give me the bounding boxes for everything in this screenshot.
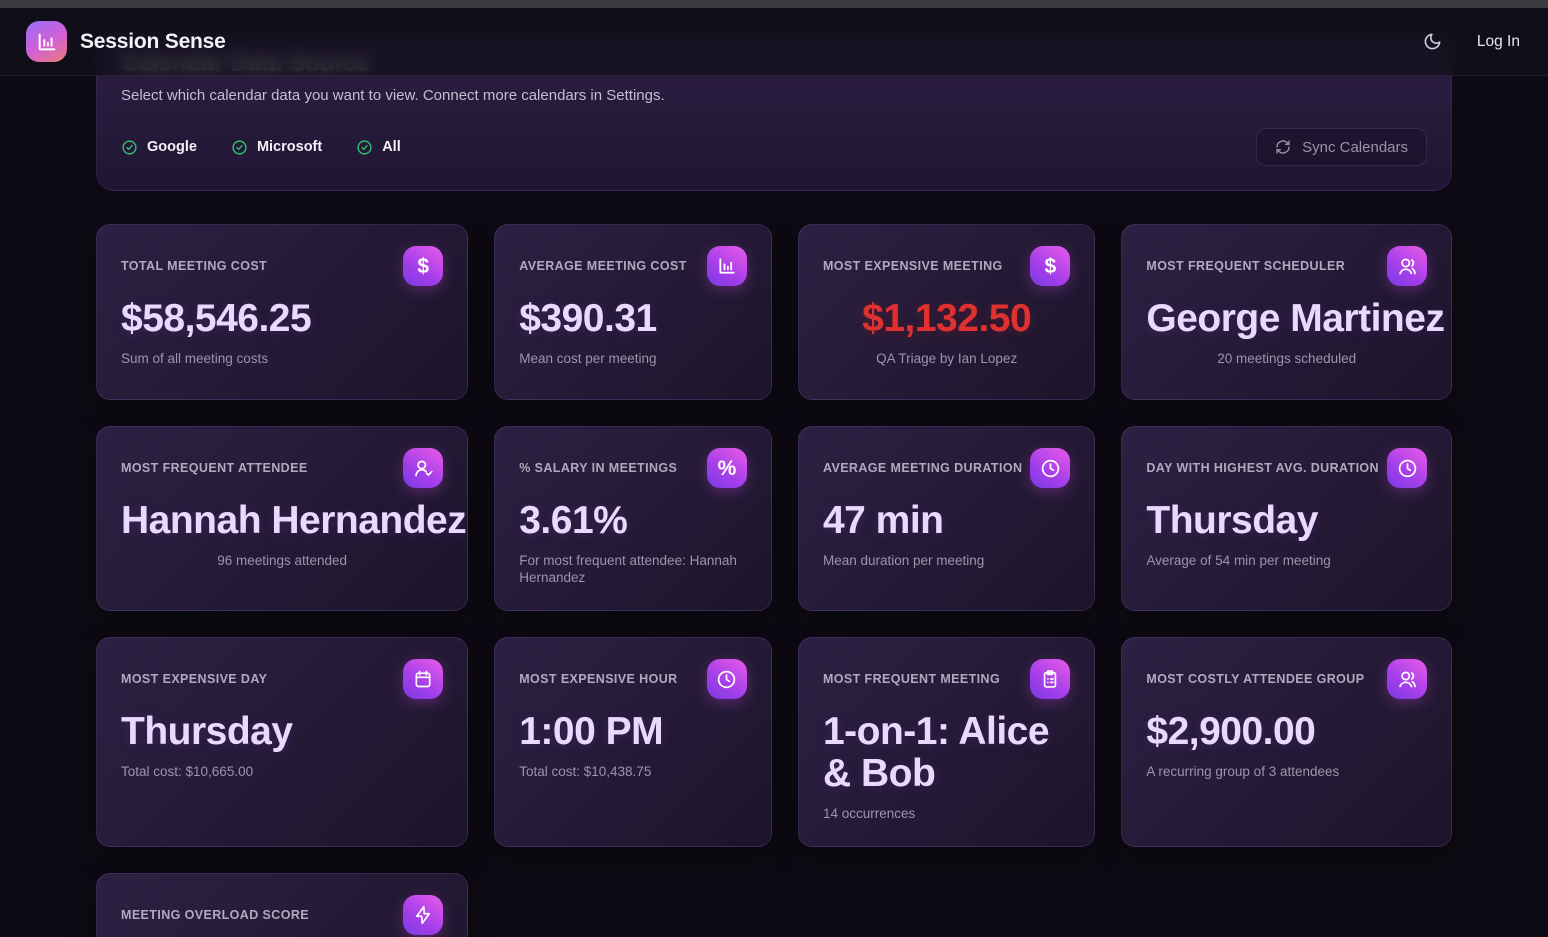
card-subtext: 96 meetings attended [217, 553, 348, 569]
panel-subtitle: Select which calendar data you want to v… [121, 87, 665, 104]
card-label: MOST FREQUENT ATTENDEE [121, 461, 308, 475]
sync-calendars-label: Sync Calendars [1302, 138, 1408, 156]
card-value: $2,900.00 [1146, 710, 1316, 754]
calendar-filters: Google Microsoft All [121, 139, 401, 156]
card-subtext: Mean duration per meeting [822, 553, 985, 569]
login-button[interactable]: Log In [1476, 32, 1520, 50]
card-value: 1-on-1: Alice & Bob [822, 710, 1050, 796]
card-most-frequent-scheduler: MOST FREQUENT SCHEDULER George Martinez … [1121, 224, 1452, 400]
card-value: $390.31 [519, 297, 657, 340]
card-most-frequent-attendee: MOST FREQUENT ATTENDEE Hannah Hernandez … [96, 426, 469, 612]
card-label: MOST FREQUENT MEETING [822, 672, 1001, 687]
filter-all[interactable]: All [356, 139, 401, 156]
clipboard-icon [1030, 659, 1071, 700]
card-most-frequent-meeting: MOST FREQUENT MEETING 1-on-1: Alice & Bo… [797, 637, 1096, 848]
card-most-expensive-day: MOST EXPENSIVE DAY Thursday Total cost: … [96, 637, 469, 848]
chart-icon [706, 246, 747, 286]
card-value: $58,546.25 [121, 297, 312, 340]
card-subtext: 20 meetings scheduled [1217, 351, 1357, 367]
card-value: $1,132.50 [862, 297, 1032, 340]
card-salary-in-meetings: % SALARY IN MEETINGS % 3.61% For most fr… [494, 426, 772, 612]
card-subtext: Total cost: $10,665.00 [121, 764, 254, 780]
calendar-icon [403, 659, 444, 700]
card-label: TOTAL MEETING COST [121, 259, 268, 273]
card-label: % SALARY IN MEETINGS [519, 461, 678, 475]
dollar-icon: $ [1030, 246, 1071, 286]
card-value: Thursday [121, 710, 293, 754]
clock-icon [706, 659, 747, 700]
filter-label: Microsoft [256, 139, 323, 155]
sync-calendars-button[interactable]: Sync Calendars [1256, 128, 1427, 166]
card-subtext: A recurring group of 3 attendees [1146, 764, 1340, 780]
card-subtext: Average of 54 min per meeting [1146, 553, 1331, 569]
card-label: MOST FREQUENT SCHEDULER [1146, 259, 1346, 273]
card-value: George Martinez [1146, 298, 1445, 340]
navbar: Session Sense Log In [0, 8, 1548, 76]
card-total-meeting-cost: TOTAL MEETING COST $ $58,546.25 Sum of a… [96, 224, 469, 400]
window-chrome-strip [0, 0, 1548, 8]
card-most-costly-attendee-group: MOST COSTLY ATTENDEE GROUP $2,900.00 A r… [1121, 637, 1452, 848]
app-title: Session Sense [80, 29, 226, 53]
filter-microsoft[interactable]: Microsoft [231, 139, 322, 156]
zap-icon [403, 895, 444, 936]
refresh-icon [1275, 139, 1291, 155]
users-icon [1387, 246, 1427, 286]
filter-label: All [382, 139, 401, 155]
card-label: MOST EXPENSIVE DAY [121, 672, 268, 687]
filter-label: Google [147, 139, 197, 155]
bar-chart-icon [26, 21, 67, 62]
card-subtext: QA Triage by Ian Lopez [876, 351, 1018, 367]
card-most-expensive-meeting: MOST EXPENSIVE MEETING $ $1,132.50 QA Tr… [797, 224, 1096, 400]
card-value: 3.61% [519, 499, 628, 542]
card-average-meeting-cost: AVERAGE MEETING COST $390.31 Mean cost p… [494, 224, 772, 400]
card-most-expensive-hour: MOST EXPENSIVE HOUR 1:00 PM Total cost: … [494, 637, 772, 848]
card-subtext: For most frequent attendee: Hannah Herna… [519, 553, 737, 586]
brand[interactable]: Session Sense [26, 21, 226, 62]
card-label: MOST EXPENSIVE MEETING [822, 259, 1003, 273]
card-subtext: Total cost: $10,438.75 [519, 764, 652, 780]
panel-controls-row: Google Microsoft All Sync Calendars [121, 128, 1427, 166]
card-value: 1:00 PM [519, 710, 664, 754]
filter-google[interactable]: Google [121, 139, 197, 156]
check-circle-icon [231, 139, 248, 156]
card-label: MOST EXPENSIVE HOUR [519, 672, 678, 687]
card-label: DAY WITH HIGHEST AVG. DURATION [1146, 461, 1379, 475]
dollar-icon: $ [403, 246, 444, 286]
card-subtext: 14 occurrences [822, 806, 916, 822]
card-subtext: Sum of all meeting costs [121, 351, 269, 367]
card-label: MOST COSTLY ATTENDEE GROUP [1146, 672, 1365, 687]
theme-toggle-button[interactable] [1415, 24, 1451, 60]
check-circle-icon [356, 139, 373, 156]
card-label: AVERAGE MEETING DURATION [822, 461, 1023, 475]
card-value: Hannah Hernandez [121, 500, 467, 542]
clock-icon [1030, 448, 1071, 488]
card-subtext: Mean cost per meeting [519, 351, 657, 367]
card-day-highest-avg-duration: DAY WITH HIGHEST AVG. DURATION Thursday … [1121, 426, 1452, 612]
user-check-icon [403, 448, 444, 488]
users-icon [1387, 659, 1427, 700]
navbar-actions: Log In [1415, 24, 1520, 60]
card-value: Thursday [1146, 499, 1318, 542]
clock-icon [1387, 448, 1427, 488]
card-label: AVERAGE MEETING COST [519, 259, 687, 273]
card-meeting-overload-score: MEETING OVERLOAD SCORE 71 [96, 873, 469, 937]
moon-icon [1423, 32, 1442, 51]
card-label: MEETING OVERLOAD SCORE [121, 908, 309, 923]
check-circle-icon [121, 139, 138, 156]
percent-icon: % [706, 448, 747, 488]
card-average-meeting-duration: AVERAGE MEETING DURATION 47 min Mean dur… [797, 426, 1096, 612]
stats-grid: TOTAL MEETING COST $ $58,546.25 Sum of a… [96, 224, 1452, 937]
card-value: 47 min [822, 499, 944, 542]
